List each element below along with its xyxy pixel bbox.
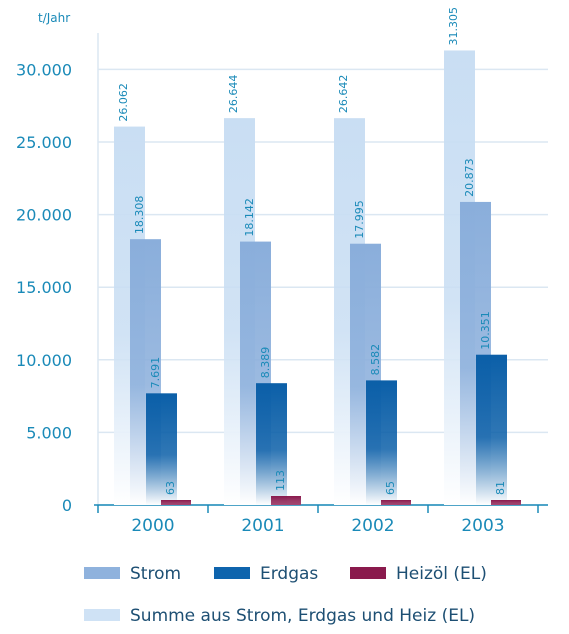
- bar-heizöl-2003: [491, 500, 521, 505]
- legend-label: Summe aus Strom, Erdgas und Heiz (EL): [130, 606, 475, 626]
- bar-heizöl-2001: [271, 496, 301, 505]
- data-label: 20.873: [463, 158, 476, 197]
- legend-swatch: [84, 609, 120, 621]
- x-tick-label: 2003: [461, 516, 504, 536]
- bar-heizöl-2002: [381, 500, 411, 505]
- data-label: 26.642: [337, 75, 350, 114]
- bar-heizöl-2000: [161, 500, 191, 505]
- bar-erdgas-2003: [476, 354, 507, 505]
- data-label: 18.308: [133, 196, 146, 235]
- legend-swatch: [84, 567, 120, 579]
- data-label: 81: [494, 481, 507, 495]
- data-label: 8.582: [369, 344, 382, 376]
- y-axis-unit-label: t/Jahr: [38, 11, 70, 25]
- legend-label: Heizöl (EL): [396, 564, 487, 584]
- y-tick-label: 25.000: [16, 133, 72, 152]
- data-label: 65: [384, 481, 397, 495]
- data-label: 10.351: [479, 311, 492, 350]
- data-labels: 26.062 18.308 7.691 63 26.644 18.142 8.389 113 2…: [117, 7, 507, 495]
- axes: [94, 504, 548, 513]
- data-label: 63: [164, 481, 177, 495]
- y-tick-labels: 0 5.000 10.000 15.000 20.000 25.000 30.000: [16, 60, 72, 515]
- data-label: 31.305: [447, 7, 460, 46]
- y-tick-label: 30.000: [16, 60, 72, 79]
- data-label: 17.995: [353, 200, 366, 239]
- bar-erdgas-2001: [256, 383, 287, 505]
- y-tick-label: 5.000: [26, 423, 72, 442]
- y-tick-label: 15.000: [16, 278, 72, 297]
- data-label: 7.691: [149, 357, 162, 389]
- data-label: 8.389: [259, 347, 272, 379]
- y-tick-label: 20.000: [16, 206, 72, 225]
- y-tick-label: 10.000: [16, 351, 72, 370]
- bar-erdgas-2000: [146, 393, 177, 505]
- x-tick-label: 2000: [131, 516, 174, 536]
- legend-swatch: [350, 567, 386, 579]
- legend-label: Strom: [130, 564, 181, 584]
- y-tick-label: 0: [62, 496, 72, 515]
- legend-label: Erdgas: [260, 564, 318, 584]
- data-label: 26.062: [117, 83, 130, 122]
- bar-erdgas-2002: [366, 380, 397, 505]
- data-label: 18.142: [243, 198, 256, 237]
- x-tick-label: 2001: [241, 516, 284, 536]
- x-tick-labels: 2000 2001 2002 2003: [131, 516, 504, 536]
- legend-swatch: [214, 567, 250, 579]
- x-tick-label: 2002: [351, 516, 394, 536]
- data-label: 113: [274, 470, 287, 491]
- legend: Strom Erdgas Heizöl (EL) Summe aus Strom, E…: [84, 564, 487, 626]
- data-label: 26.644: [227, 75, 240, 114]
- bars: [114, 50, 521, 506]
